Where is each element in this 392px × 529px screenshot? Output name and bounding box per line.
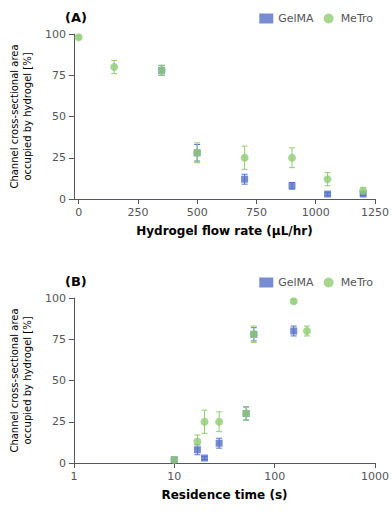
svg-text:75: 75 bbox=[52, 333, 66, 346]
svg-text:GelMA: GelMA bbox=[278, 12, 314, 25]
svg-text:25: 25 bbox=[52, 415, 66, 428]
svg-text:Hydrogel flow rate (μL/hr): Hydrogel flow rate (μL/hr) bbox=[136, 224, 312, 238]
svg-text:0: 0 bbox=[75, 206, 82, 219]
svg-text:100: 100 bbox=[45, 28, 66, 41]
svg-text:(A): (A) bbox=[65, 10, 87, 25]
svg-text:100: 100 bbox=[264, 470, 285, 483]
svg-text:500: 500 bbox=[187, 206, 208, 219]
svg-text:25: 25 bbox=[52, 151, 66, 164]
svg-text:1250: 1250 bbox=[361, 206, 389, 219]
svg-text:50: 50 bbox=[52, 374, 66, 387]
svg-text:MeTro: MeTro bbox=[341, 276, 374, 289]
svg-text:Channel cross-sectional area: Channel cross-sectional area bbox=[9, 44, 20, 188]
svg-text:1000: 1000 bbox=[361, 470, 389, 483]
svg-text:75: 75 bbox=[52, 69, 66, 82]
svg-text:GelMA: GelMA bbox=[278, 276, 314, 289]
svg-text:0: 0 bbox=[59, 457, 66, 470]
svg-text:occupied by hydrogel [%]: occupied by hydrogel [%] bbox=[22, 52, 33, 180]
svg-text:1000: 1000 bbox=[302, 206, 330, 219]
svg-text:10: 10 bbox=[167, 470, 181, 483]
svg-text:100: 100 bbox=[45, 292, 66, 305]
svg-text:0: 0 bbox=[59, 193, 66, 206]
svg-text:occupied by hydrogel [%]: occupied by hydrogel [%] bbox=[22, 316, 33, 444]
svg-text:50: 50 bbox=[52, 110, 66, 123]
svg-text:1: 1 bbox=[70, 470, 77, 483]
svg-text:Residence time (s): Residence time (s) bbox=[161, 488, 287, 502]
svg-text:250: 250 bbox=[127, 206, 148, 219]
svg-text:MeTro: MeTro bbox=[341, 12, 374, 25]
svg-text:(B): (B) bbox=[65, 274, 87, 289]
svg-text:750: 750 bbox=[246, 206, 267, 219]
svg-text:Channel cross-sectional area: Channel cross-sectional area bbox=[9, 308, 20, 452]
